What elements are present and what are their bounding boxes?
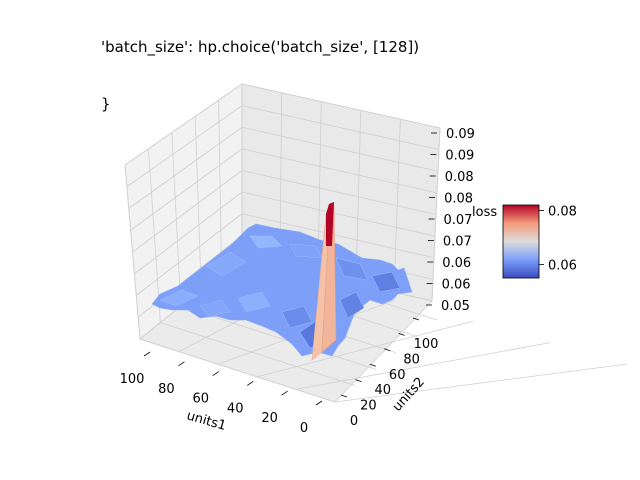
colorbar-tick-label: 0.06 (548, 258, 577, 273)
surface-facet (159, 289, 199, 307)
x-tick-label: 100 (120, 372, 145, 387)
title-line-2: } (101, 95, 111, 113)
y-tick-mark (340, 394, 348, 398)
grid-line (160, 322, 356, 386)
y-tick-mark (384, 348, 391, 352)
z-axis-label: loss (472, 205, 497, 220)
x-tick-label: 80 (158, 382, 175, 397)
grid-line (241, 105, 440, 151)
surface-facet (335, 257, 369, 281)
x-tick-mark (246, 381, 254, 386)
surface-facet (205, 251, 247, 277)
surface-facet (249, 235, 283, 249)
colorbar-tick-label: 0.08 (548, 204, 577, 219)
z-tick-label: 0.09 (446, 127, 475, 142)
z-tick-label: 0.08 (445, 170, 474, 185)
x-tick-mark (315, 400, 323, 406)
y-tick-mark (398, 333, 405, 336)
x-tick-mark (178, 361, 185, 367)
surface-facet (371, 271, 401, 293)
grid-line (241, 148, 438, 194)
y-tick-label: 100 (414, 337, 439, 352)
grid-line (334, 363, 628, 403)
z-tick-label: 0.07 (444, 213, 473, 228)
grid-line (241, 126, 439, 172)
x-tick-label: 0 (300, 421, 308, 436)
x-axis-ticks: 100 80 60 40 20 0 (120, 351, 323, 436)
grid-line (126, 105, 243, 188)
y-tick-mark (369, 363, 376, 367)
colorbar-ticks: 0.08 0.06 (539, 204, 577, 273)
title-line-1: 'batch_size': hp.choice('batch_size', [1… (101, 38, 420, 56)
z-tick-label: 0.05 (441, 299, 470, 314)
loss-spike-peak (326, 202, 334, 246)
y-tick-label: 60 (389, 368, 406, 383)
z-tick-label: 0.06 (442, 278, 471, 293)
surface-facet (281, 305, 313, 329)
grid-line (241, 83, 441, 129)
z-tick-label: 0.06 (442, 256, 471, 271)
grid-line (241, 170, 437, 215)
x-tick-mark (212, 371, 220, 376)
chart-title: 'batch_size': hp.choice('batch_size', [1… (101, 0, 419, 133)
grid-line (256, 320, 474, 378)
z-tick-label: 0.09 (445, 149, 474, 164)
loss-surface (151, 223, 413, 357)
surface-facet (339, 291, 365, 319)
y-tick-label: 20 (360, 399, 377, 414)
grid-line (241, 213, 435, 259)
y-tick-mark (355, 379, 362, 382)
grid-line (139, 338, 336, 403)
z-tick-label: 0.07 (443, 235, 472, 250)
y-tick-label: 80 (403, 352, 420, 367)
grid-line (134, 191, 243, 275)
grid-line (180, 305, 376, 370)
surface-detail (159, 235, 401, 349)
x-tick-mark (281, 390, 288, 396)
surface-facet (237, 291, 271, 313)
surface-facet (199, 299, 231, 317)
x-tick-label: 20 (261, 411, 278, 426)
x-axis-label: units1 (185, 408, 228, 434)
y-tick-label: 40 (375, 383, 392, 398)
x-tick-mark (143, 351, 151, 357)
grid-line (124, 83, 243, 166)
grid-line (132, 170, 243, 253)
grid-line (128, 126, 243, 209)
y-tick-mark (412, 317, 420, 321)
grid-line (241, 191, 436, 237)
grid-line (136, 213, 243, 296)
colorbar (502, 204, 540, 279)
x-tick-label: 60 (193, 392, 210, 407)
x-tick-label: 40 (227, 401, 244, 416)
y-tick-label: 0 (350, 414, 358, 429)
grid-line (130, 148, 243, 231)
z-axis-ticks: 0.09 0.09 0.08 0.08 0.07 0.07 0.06 0.06 0.05 (426, 127, 475, 314)
z-tick-label: 0.08 (444, 192, 473, 207)
grid-line (295, 342, 551, 390)
